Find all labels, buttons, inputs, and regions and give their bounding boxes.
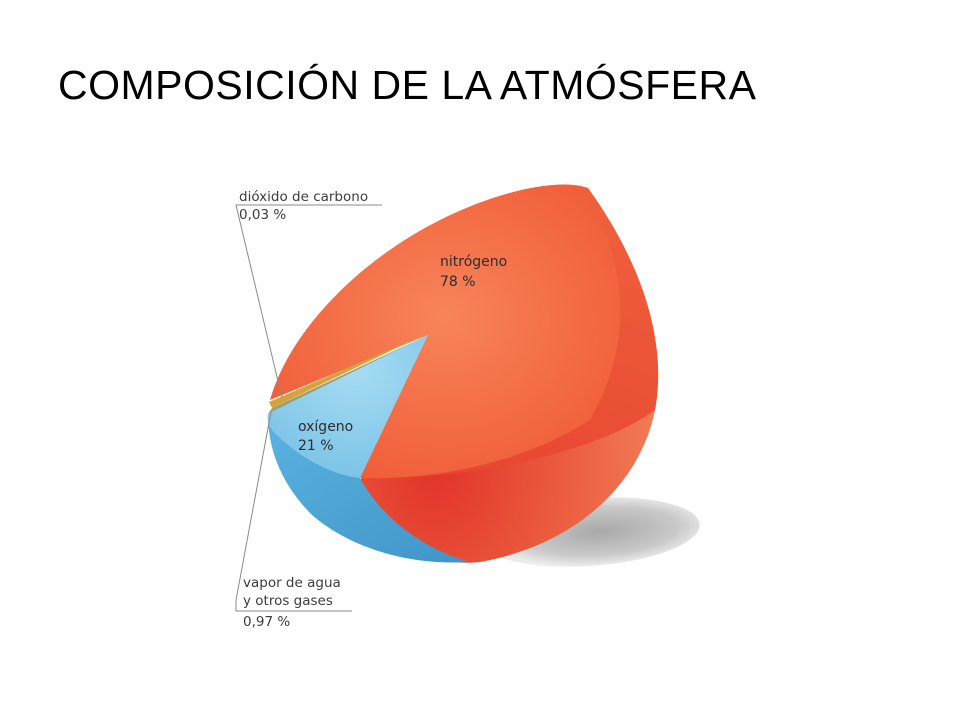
label-vapor-value: 0,97 % [243,614,290,630]
label-co2-value: 0,03 % [239,207,286,223]
label-oxygen-name: oxígeno [298,419,353,435]
slice-oxygen [267,335,428,478]
leader-line-co2 [235,204,382,399]
label-vapor-name-2: y otros gases [243,593,333,609]
leader-line-vapor [235,411,352,612]
slice-nitrogen [270,184,621,479]
label-co2-name: dióxido de carbono [239,189,368,205]
label-nitrogen-value: 78 % [440,274,476,290]
page-title: COMPOSICIÓN DE LA ATMÓSFERA [58,62,757,108]
label-nitrogen-name: nitrógeno [440,254,507,270]
slice-co2 [269,333,428,408]
label-vapor-name: vapor de agua [243,575,341,591]
label-oxygen-value: 21 % [298,438,334,454]
slice-oxygen-side [268,415,470,563]
